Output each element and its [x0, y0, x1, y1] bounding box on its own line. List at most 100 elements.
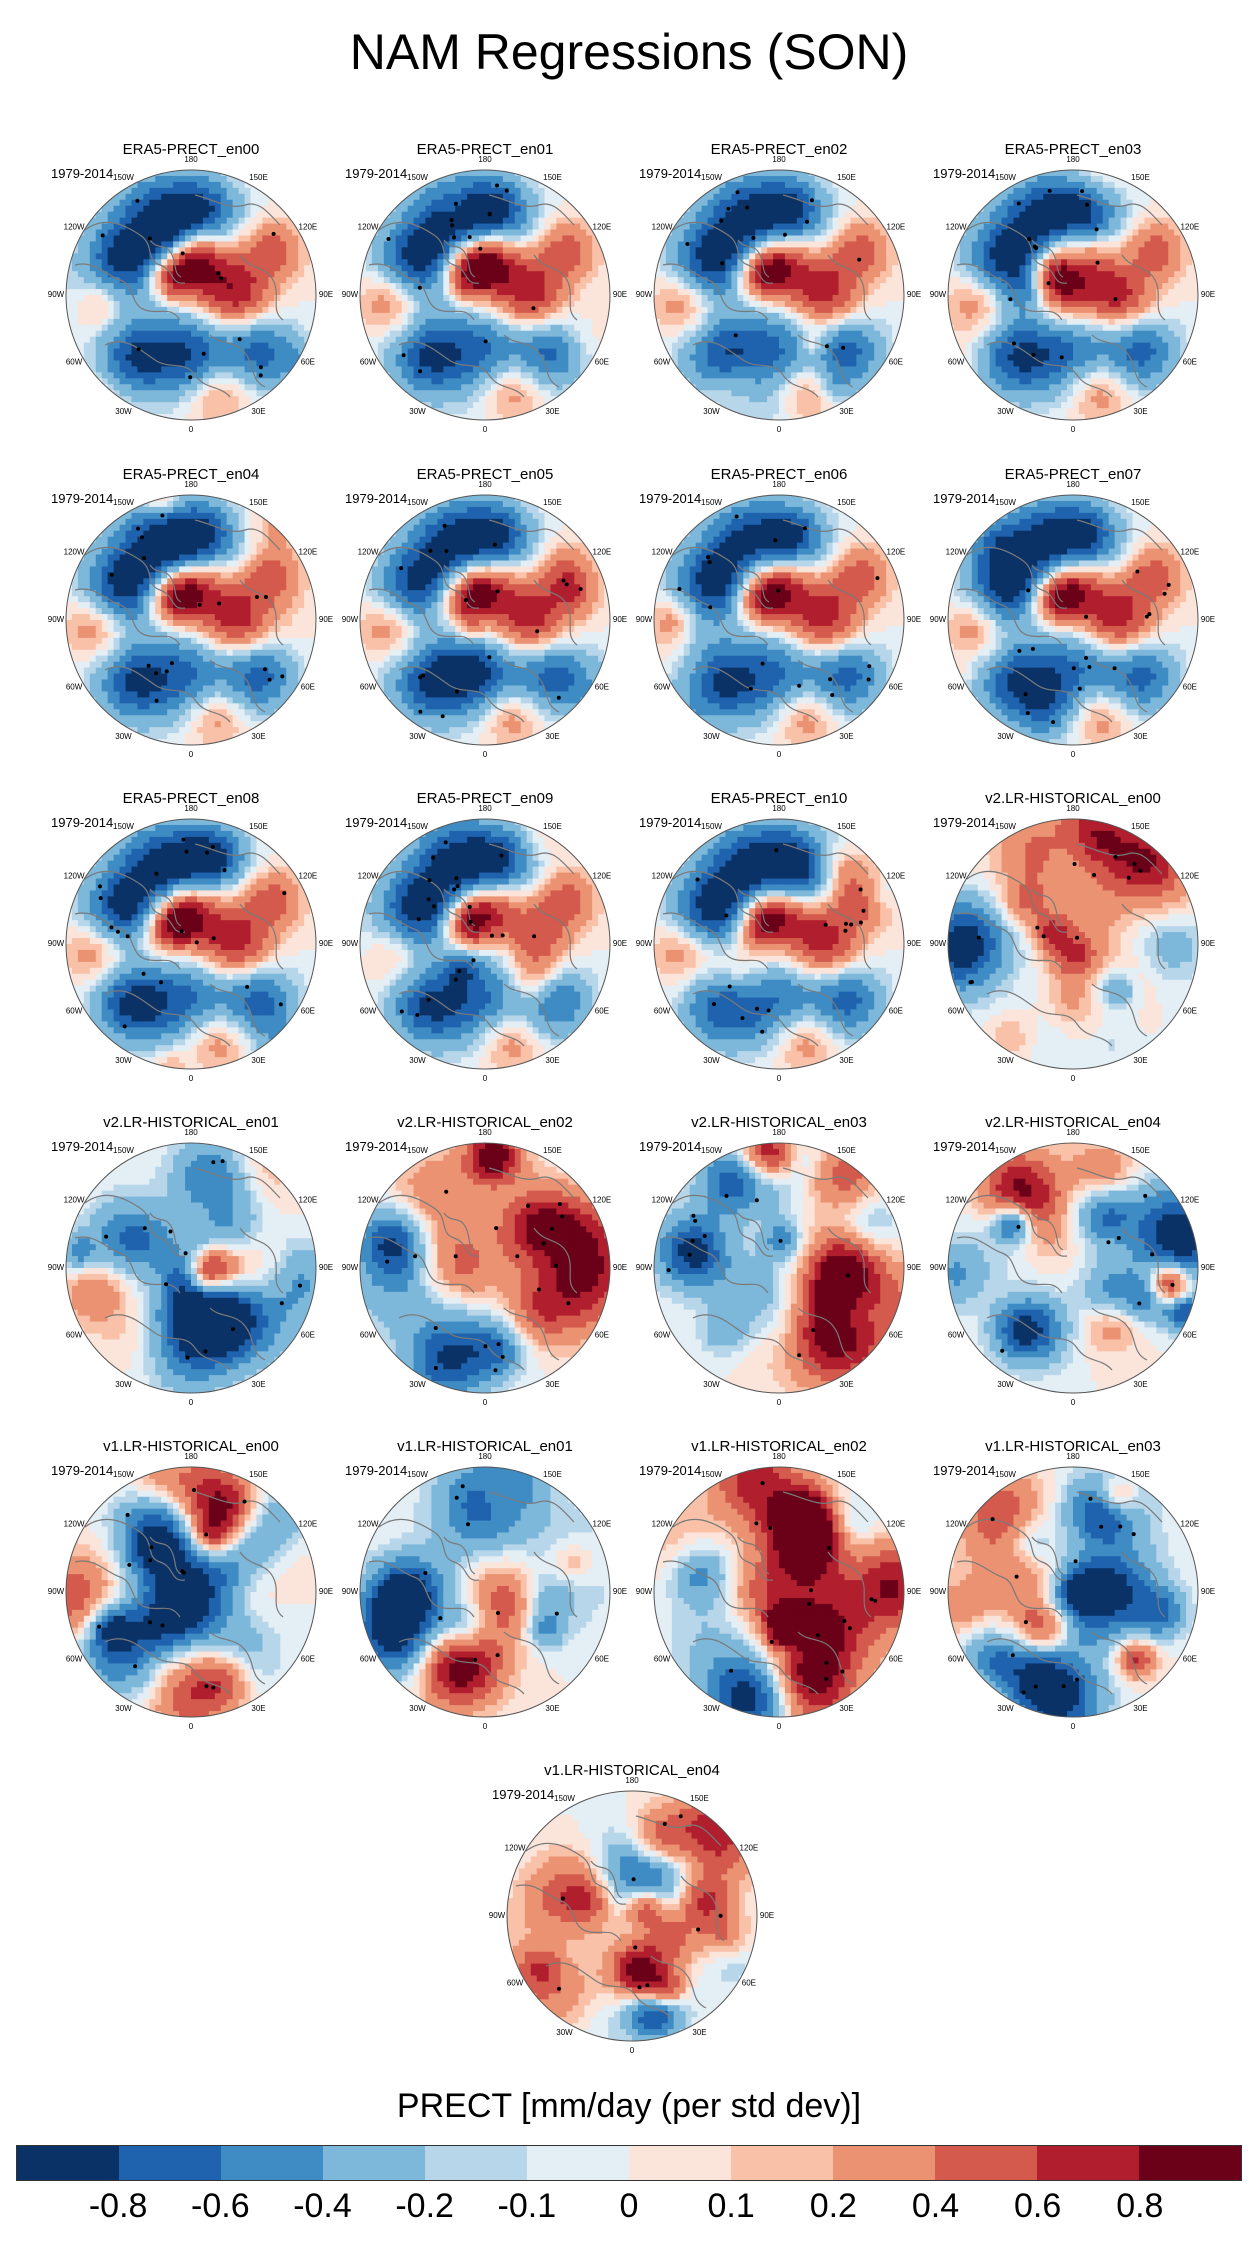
significance-stipple: [98, 837, 287, 1029]
significance-stipple: [399, 840, 537, 1017]
map-boundary: [359, 1142, 611, 1394]
longitude-label: 120E: [887, 1196, 906, 1205]
colorbar-tick-label: 0: [620, 2186, 639, 2226]
longitude-label: 30E: [839, 1056, 853, 1065]
map-boundary: [947, 1142, 1199, 1394]
longitude-label: 120W: [946, 872, 967, 881]
longitude-label: 30E: [545, 1056, 559, 1065]
longitude-label: 0: [777, 1722, 782, 1731]
coastlines: [662, 1491, 872, 1695]
significance-stipple: [1017, 569, 1171, 725]
precip-field: [948, 495, 1198, 745]
panel-title: ERA5-PRECT_en10: [633, 790, 925, 808]
significance-stipple: [97, 1488, 247, 1690]
longitude-label: 120E: [299, 1196, 318, 1205]
longitude-label: 180: [184, 155, 198, 164]
longitude-label: 30W: [409, 732, 426, 741]
colorbar-swatch: [629, 2146, 731, 2180]
coastlines: [956, 1167, 1166, 1371]
longitude-label: 30E: [251, 1380, 265, 1389]
longitude-label: 150W: [407, 1470, 428, 1479]
significance-stipple: [104, 1159, 302, 1360]
panel-title: ERA5-PRECT_en08: [45, 790, 337, 808]
longitude-label: 120E: [299, 548, 318, 557]
longitude-label: 150E: [1131, 822, 1150, 831]
precip-field: [948, 819, 1198, 1069]
colorbar-swatch: [731, 2146, 833, 2180]
longitude-label: 120E: [1181, 1520, 1200, 1529]
coastlines: [662, 194, 872, 398]
longitude-label: 30E: [1133, 1704, 1147, 1713]
longitude-label: 150W: [407, 173, 428, 182]
longitude-label: 180: [478, 1452, 492, 1461]
colorbar-tick-label: 0.8: [1116, 2186, 1163, 2226]
coastlines: [74, 843, 284, 1047]
panel-period-label: 1979-2014: [933, 816, 995, 830]
map-boundary: [653, 1466, 905, 1718]
panel-period-label: 1979-2014: [51, 492, 113, 506]
colorbar-swatch: [1139, 2146, 1241, 2180]
longitude-label: 30W: [997, 1704, 1014, 1713]
longitude-label: 90W: [636, 939, 653, 948]
longitude-label: 150E: [543, 173, 562, 182]
longitude-label: 30E: [692, 2028, 706, 2037]
longitude-label: 30E: [1133, 732, 1147, 741]
longitude-label: 60W: [507, 1979, 524, 1988]
colorbar-tick-label: -0.1: [498, 2186, 557, 2226]
precip-field: [360, 170, 610, 420]
longitude-label: 180: [772, 480, 786, 489]
longitude-label: 60E: [1183, 683, 1197, 692]
longitude-label: 180: [772, 1128, 786, 1137]
precip-field: [948, 170, 1198, 420]
longitude-label: 120E: [593, 1196, 612, 1205]
longitude-label: 60E: [889, 1007, 903, 1016]
longitude-label: 90W: [48, 615, 65, 624]
longitude-label: 60W: [360, 1007, 377, 1016]
map-panel: ERA5-PRECT_en09 1979-2014 180 150E 120E 90E 60…: [339, 784, 631, 1084]
longitude-label: 90W: [636, 1587, 653, 1596]
longitude-label: 30E: [1133, 407, 1147, 416]
map-boundary: [947, 169, 1199, 421]
longitude-label: 90W: [48, 939, 65, 948]
map-panel: v2.LR-HISTORICAL_en01 1979-2014 180 150E 120…: [45, 1108, 337, 1408]
longitude-label: 180: [478, 155, 492, 164]
longitude-label: 150E: [249, 498, 268, 507]
longitude-label: 150E: [249, 173, 268, 182]
longitude-label: 150W: [701, 498, 722, 507]
colorbar-tick-label: 0.4: [912, 2186, 959, 2226]
panel-title: ERA5-PRECT_en06: [633, 466, 925, 484]
longitude-label: 60W: [654, 358, 671, 367]
map-panel: v2.LR-HISTORICAL_en03 1979-2014 180 150E 120…: [633, 1108, 925, 1408]
polar-map: 180 150E 120E 90E 60E 30E 0 30W 60W 90W 120W 150W: [930, 1128, 1215, 1407]
panel-period-label: 1979-2014: [51, 1140, 113, 1154]
map-panel: v2.LR-HISTORICAL_en02 1979-2014 180 150E 120…: [339, 1108, 631, 1408]
precip-field: [948, 1467, 1198, 1717]
longitude-label: 120W: [505, 1844, 526, 1853]
longitude-label: 150W: [995, 1470, 1016, 1479]
longitude-label: 150E: [690, 1794, 709, 1803]
longitude-label: 150W: [113, 498, 134, 507]
longitude-label: 90W: [48, 290, 65, 299]
longitude-label: 120W: [652, 1520, 673, 1529]
panel-title: v1.LR-HISTORICAL_en01: [339, 1438, 631, 1456]
longitude-label: 90E: [613, 615, 627, 624]
polar-map: 180 150E 120E 90E 60E 30E 0 30W 60W 90W 120W 150W: [342, 1128, 627, 1407]
panel-title: v1.LR-HISTORICAL_en03: [927, 1438, 1219, 1456]
longitude-label: 30E: [839, 1704, 853, 1713]
polar-map: 180 150E 120E 90E 60E 30E 0 30W 60W 90W 120W 150W: [636, 155, 921, 434]
precip-field: [654, 495, 904, 745]
coastlines: [368, 1491, 578, 1695]
longitude-label: 0: [189, 1722, 194, 1731]
longitude-label: 120E: [887, 872, 906, 881]
longitude-label: 30W: [115, 1056, 132, 1065]
longitude-label: 0: [483, 1398, 488, 1407]
longitude-label: 150W: [995, 822, 1016, 831]
colorbar-tick-label: -0.8: [89, 2186, 148, 2226]
map-panel: v2.LR-HISTORICAL_en00 1979-2014 180 150E 120…: [927, 784, 1219, 1084]
precip-field: [948, 1143, 1198, 1393]
map-panel: v1.LR-HISTORICAL_en01 1979-2014 180 150E 120…: [339, 1432, 631, 1732]
longitude-label: 60W: [948, 358, 965, 367]
longitude-label: 90E: [613, 1263, 627, 1272]
longitude-label: 120E: [299, 872, 318, 881]
polar-map: 180 150E 120E 90E 60E 30E 0 30W 60W 90W 120W 150W: [48, 1452, 333, 1731]
